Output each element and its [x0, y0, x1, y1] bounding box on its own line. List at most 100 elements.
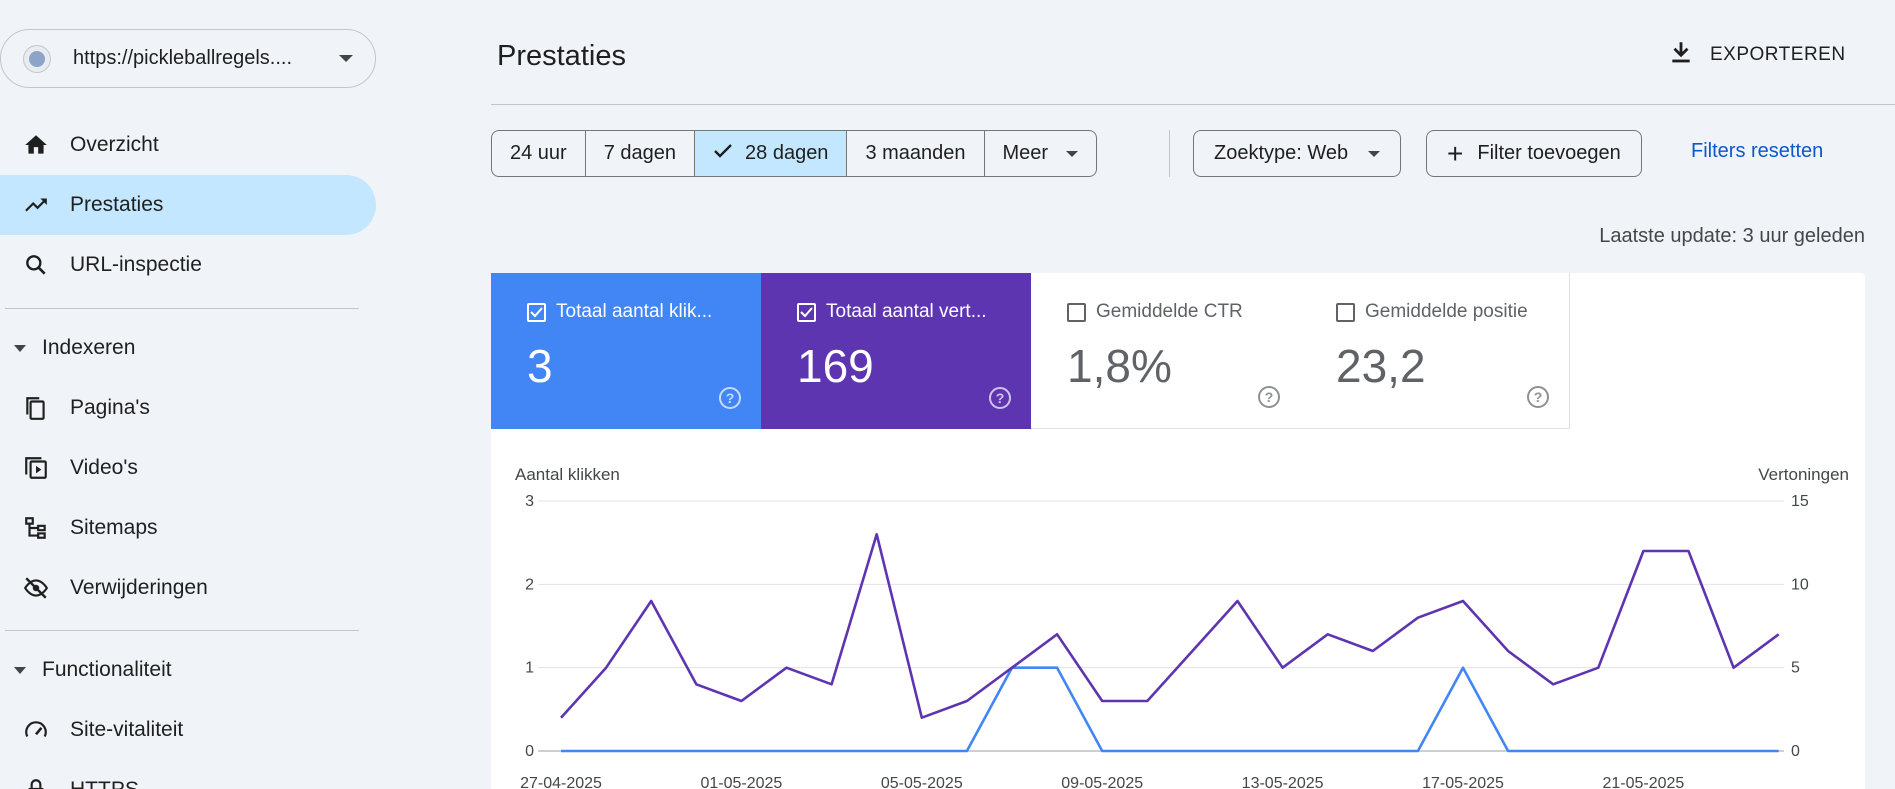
sidebar-item-videos[interactable]: Video's [0, 438, 376, 498]
help-icon[interactable]: ? [989, 387, 1011, 409]
download-icon [1668, 38, 1694, 72]
sidebar-item-label: Overzicht [70, 133, 159, 156]
sidebar-item-verwijderingen[interactable]: Verwijderingen [0, 558, 376, 618]
export-label: EXPORTEREN [1710, 44, 1846, 65]
option-label: 7 dagen [603, 142, 677, 164]
property-selector[interactable]: https://pickleballregels.... [0, 29, 376, 88]
section-functionaliteit[interactable]: Functionaliteit [0, 650, 172, 690]
sitemap-icon [22, 514, 50, 542]
date-option-7d[interactable]: 7 dagen [586, 131, 696, 176]
y-tick-left: 1 [525, 660, 534, 677]
check-icon [713, 142, 733, 165]
date-option-28d[interactable]: 28 dagen [695, 131, 848, 176]
metric-total-clicks[interactable]: Totaal aantal klik... 3 ? [491, 273, 761, 429]
date-option-24h[interactable]: 24 uur [492, 131, 586, 176]
metric-value: 1,8% [1067, 340, 1172, 392]
sidebar-item-label: URL-inspectie [70, 253, 202, 276]
metric-label: Totaal aantal vert... [826, 301, 987, 322]
section-indexeren[interactable]: Indexeren [0, 328, 135, 368]
date-option-more[interactable]: Meer [985, 131, 1097, 176]
search-type-label: Zoektype: Web [1214, 142, 1349, 164]
page-title: Prestaties [497, 40, 626, 72]
date-range-selector: 24 uur 7 dagen 28 dagen 3 maanden Meer [491, 130, 1098, 177]
reset-filters-link[interactable]: Filters resetten [1691, 140, 1824, 162]
performance-chart: Aantal klikken Vertoningen 0 1 2 3 0 5 10 15 27-… [491, 455, 1865, 789]
sidebar-item-overzicht[interactable]: Overzicht [0, 115, 376, 175]
sidebar-item-prestaties[interactable]: Prestaties [0, 175, 376, 235]
x-tick-label: 09-05-2025 [1061, 775, 1143, 789]
metric-average-position[interactable]: Gemiddelde positie 23,2 ? [1300, 273, 1570, 429]
eye-off-icon [22, 574, 50, 602]
y-axis-right-title: Vertoningen [1758, 465, 1849, 484]
y-tick-right: 0 [1791, 743, 1800, 760]
metric-label: Totaal aantal klik... [556, 301, 713, 322]
metric-label: Gemiddelde positie [1365, 301, 1528, 322]
search-type-dropdown[interactable]: Zoektype: Web [1193, 130, 1402, 177]
date-option-3m[interactable]: 3 maanden [847, 131, 985, 176]
add-filter-label: Filter toevoegen [1477, 142, 1621, 164]
sidebar-item-label: Prestaties [70, 193, 164, 216]
home-icon [22, 131, 50, 159]
filter-separator [1169, 130, 1170, 177]
x-tick-label: 01-05-2025 [700, 775, 782, 789]
lock-icon [22, 776, 50, 789]
option-label: 24 uur [510, 142, 567, 164]
y-tick-left: 3 [525, 493, 534, 510]
y-tick-right: 15 [1791, 493, 1809, 510]
sidebar-item-label: Site-vitaliteit [70, 718, 184, 741]
x-tick-label: 05-05-2025 [881, 775, 963, 789]
x-tick-label: 27-04-2025 [520, 775, 602, 789]
speedometer-icon [22, 716, 50, 744]
pages-icon [22, 394, 50, 422]
section-label: Functionaliteit [42, 658, 172, 681]
add-filter-button[interactable]: + Filter toevoegen [1426, 130, 1642, 177]
chevron-down-icon [1368, 150, 1381, 157]
sidebar-item-label: HTTPS [70, 778, 139, 789]
metric-total-impressions[interactable]: Totaal aantal vert... 169 ? [761, 273, 1031, 429]
chevron-down-icon [339, 55, 353, 62]
series-line-2 [560, 533, 1780, 720]
last-update-text: Laatste update: 3 uur geleden [1599, 225, 1865, 247]
globe-icon [23, 44, 51, 73]
sidebar-item-site-vitaliteit[interactable]: Site-vitaliteit [0, 700, 376, 760]
y-tick-left: 0 [525, 743, 534, 760]
help-icon[interactable]: ? [1258, 386, 1280, 408]
series-line-1 [561, 666, 1779, 753]
sidebar-item-url-inspectie[interactable]: URL-inspectie [0, 235, 376, 295]
sidebar-item-paginas[interactable]: Pagina's [0, 378, 376, 438]
export-button[interactable]: EXPORTEREN [1668, 38, 1846, 72]
sidebar-divider [5, 308, 359, 309]
y-tick-right: 10 [1791, 576, 1809, 593]
y-tick-left: 2 [525, 576, 534, 593]
y-axis-left-title: Aantal klikken [515, 465, 620, 484]
section-label: Indexeren [42, 336, 136, 359]
header-divider [491, 104, 1895, 105]
metric-value: 3 [527, 340, 553, 392]
help-icon[interactable]: ? [1527, 386, 1549, 408]
plus-icon: + [1447, 137, 1464, 169]
metric-value: 23,2 [1336, 340, 1426, 392]
chevron-down-icon [1066, 150, 1079, 157]
sidebar: https://pickleballregels.... Overzicht P… [0, 0, 380, 789]
option-label: Meer [1002, 142, 1049, 164]
sidebar-item-label: Pagina's [70, 396, 150, 419]
checkbox-checked-icon [797, 302, 816, 322]
x-tick-label: 17-05-2025 [1422, 775, 1504, 789]
video-icon [22, 454, 50, 482]
help-icon[interactable]: ? [719, 387, 741, 409]
metric-average-ctr[interactable]: Gemiddelde CTR 1,8% ? [1031, 273, 1301, 429]
option-label: 3 maanden [865, 142, 966, 164]
metric-label: Gemiddelde CTR [1096, 301, 1243, 322]
sidebar-item-https[interactable]: HTTPS [0, 760, 376, 789]
sidebar-item-label: Video's [70, 456, 138, 479]
checkbox-unchecked-icon [1336, 302, 1355, 322]
sidebar-item-label: Sitemaps [70, 516, 158, 539]
checkbox-checked-icon [527, 302, 546, 322]
collapse-arrow-icon [14, 666, 26, 674]
x-tick-label: 13-05-2025 [1242, 775, 1324, 789]
sidebar-item-sitemaps[interactable]: Sitemaps [0, 498, 376, 558]
property-url: https://pickleballregels.... [73, 47, 292, 69]
sidebar-divider [5, 630, 359, 631]
metric-value: 169 [797, 340, 874, 392]
search-icon [22, 251, 50, 279]
